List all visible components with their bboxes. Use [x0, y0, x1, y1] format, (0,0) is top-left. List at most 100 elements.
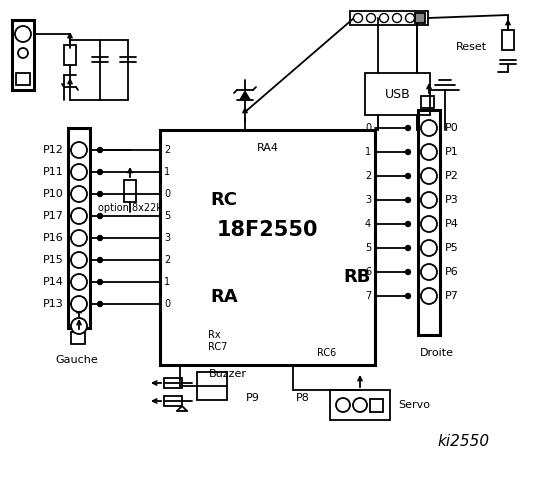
Circle shape	[97, 236, 102, 240]
Text: 0: 0	[164, 299, 170, 309]
Circle shape	[405, 149, 410, 155]
Circle shape	[405, 269, 410, 275]
Circle shape	[405, 173, 410, 179]
Text: P10: P10	[43, 189, 64, 199]
Circle shape	[405, 13, 415, 23]
Circle shape	[97, 192, 102, 196]
Bar	[365, 73, 430, 115]
Bar	[68, 128, 90, 328]
Text: RC7: RC7	[208, 342, 227, 352]
Circle shape	[421, 192, 437, 208]
Bar	[415, 13, 425, 23]
Circle shape	[18, 48, 28, 58]
Bar	[421, 96, 434, 108]
Text: 1: 1	[164, 167, 170, 177]
Circle shape	[421, 216, 437, 232]
Bar	[12, 20, 34, 90]
Circle shape	[97, 169, 102, 175]
Circle shape	[97, 214, 102, 218]
Text: 0: 0	[164, 189, 170, 199]
Text: P7: P7	[445, 291, 459, 301]
Circle shape	[405, 221, 410, 227]
Circle shape	[71, 252, 87, 268]
Text: P4: P4	[445, 219, 459, 229]
Text: 5: 5	[164, 211, 170, 221]
Text: RC6: RC6	[317, 348, 336, 358]
Circle shape	[15, 26, 31, 42]
Text: 2: 2	[365, 171, 371, 181]
Circle shape	[71, 318, 87, 334]
Circle shape	[405, 197, 410, 203]
Bar	[16, 73, 30, 85]
Text: P5: P5	[445, 243, 459, 253]
Text: 6: 6	[365, 267, 371, 277]
Text: P14: P14	[43, 277, 64, 287]
Bar	[418, 110, 440, 335]
Circle shape	[71, 186, 87, 202]
Circle shape	[405, 245, 410, 251]
Text: Buzzer: Buzzer	[209, 369, 247, 379]
Text: P2: P2	[445, 171, 459, 181]
Circle shape	[379, 13, 389, 23]
Text: 3: 3	[365, 195, 371, 205]
Bar	[64, 45, 76, 65]
Bar	[124, 180, 136, 202]
Circle shape	[71, 164, 87, 180]
Text: Rx: Rx	[208, 330, 221, 340]
Text: P0: P0	[445, 123, 459, 133]
Circle shape	[353, 398, 367, 412]
Text: Reset: Reset	[456, 42, 487, 52]
Circle shape	[71, 230, 87, 246]
Bar	[502, 30, 514, 50]
Text: 0: 0	[365, 123, 371, 133]
Bar	[164, 396, 182, 406]
Text: Servo: Servo	[398, 400, 430, 410]
Bar	[197, 372, 227, 400]
Text: P3: P3	[445, 195, 459, 205]
Bar	[370, 399, 383, 412]
Text: ki2550: ki2550	[438, 434, 490, 449]
Text: P16: P16	[43, 233, 64, 243]
Text: 18F2550: 18F2550	[217, 219, 318, 240]
Polygon shape	[239, 90, 251, 100]
Text: P17: P17	[43, 211, 64, 221]
Circle shape	[421, 240, 437, 256]
Text: Droite: Droite	[420, 348, 454, 358]
Circle shape	[421, 120, 437, 136]
Circle shape	[71, 142, 87, 158]
Bar	[71, 332, 85, 344]
Bar	[160, 130, 375, 365]
Text: USB: USB	[385, 87, 410, 100]
Circle shape	[71, 274, 87, 290]
Circle shape	[336, 398, 350, 412]
Circle shape	[353, 13, 363, 23]
Circle shape	[393, 13, 401, 23]
Text: RA: RA	[210, 288, 238, 306]
Text: 1: 1	[365, 147, 371, 157]
Text: option 8x22k: option 8x22k	[98, 203, 162, 213]
Text: P13: P13	[43, 299, 64, 309]
Text: P9: P9	[246, 393, 260, 403]
Circle shape	[97, 301, 102, 307]
Text: P15: P15	[43, 255, 64, 265]
Text: 2: 2	[164, 145, 170, 155]
Text: 1: 1	[164, 277, 170, 287]
Circle shape	[71, 296, 87, 312]
Circle shape	[367, 13, 375, 23]
Circle shape	[97, 257, 102, 263]
Text: 5: 5	[365, 243, 371, 253]
Circle shape	[97, 279, 102, 285]
Text: 7: 7	[365, 291, 371, 301]
Circle shape	[71, 208, 87, 224]
Text: P6: P6	[445, 267, 459, 277]
Bar	[350, 11, 428, 25]
Circle shape	[421, 168, 437, 184]
Text: RB: RB	[343, 268, 371, 286]
Text: P8: P8	[296, 393, 310, 403]
Text: RA4: RA4	[257, 143, 279, 153]
Circle shape	[421, 288, 437, 304]
Text: RC: RC	[210, 191, 237, 209]
Bar	[330, 390, 390, 420]
Bar	[164, 378, 182, 388]
Circle shape	[97, 147, 102, 153]
